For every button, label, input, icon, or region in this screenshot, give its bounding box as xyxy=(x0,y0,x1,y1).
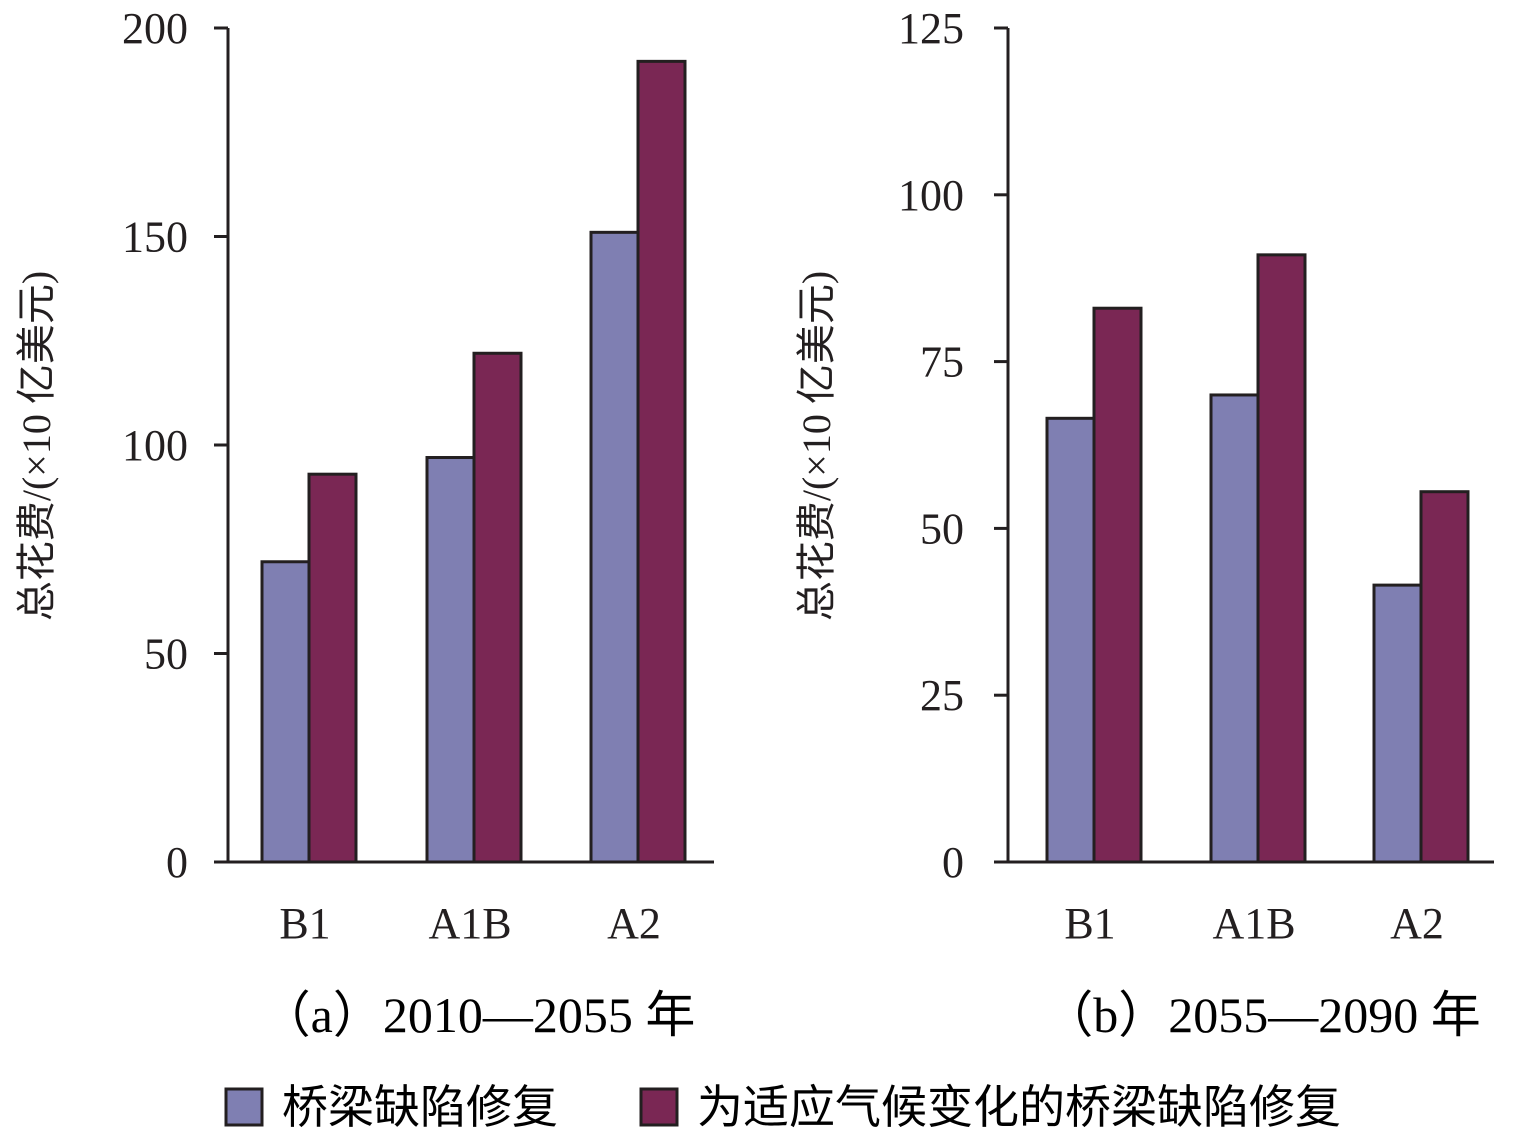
y-tick-label: 200 xyxy=(122,4,188,53)
bar-repair-a1b xyxy=(425,456,476,864)
chart-caption-a: （a）2010—2055 年 xyxy=(261,987,696,1043)
bar-climate-repair-a2 xyxy=(636,59,687,864)
x-category-label: A2 xyxy=(1390,899,1444,948)
y-tick-label: 0 xyxy=(166,838,188,887)
legend-swatch-series2 xyxy=(639,1087,679,1127)
y-tick-label: 100 xyxy=(122,421,188,470)
y-tick-label: 25 xyxy=(920,671,964,720)
y-tick-label: 150 xyxy=(122,213,188,262)
x-category-label: B1 xyxy=(279,899,330,948)
legend-label-series1: 桥梁缺陷修复 xyxy=(282,1082,558,1133)
x-category-label: A1B xyxy=(428,899,511,948)
x-category-label: A1B xyxy=(1212,899,1295,948)
y-tick-label: 50 xyxy=(144,630,188,679)
y-tick-label: 100 xyxy=(898,171,964,220)
chart-panel-a: 0 50 100 150 200 B1 A1B A2 总花费/(×10 亿美元) xyxy=(14,4,714,948)
bar-climate-repair-a1b xyxy=(1256,253,1307,864)
bar-climate-repair-a2 xyxy=(1419,490,1470,864)
chart-caption-b: （b）2055—2090 年 xyxy=(1043,987,1481,1043)
x-category-label: B1 xyxy=(1064,899,1115,948)
legend-swatch-series1 xyxy=(224,1087,264,1127)
legend-label-series2: 为适应气候变化的桥梁缺陷修复 xyxy=(697,1082,1341,1133)
y-tick-label: 75 xyxy=(920,338,964,387)
bar-repair-a2 xyxy=(589,230,640,864)
bar-repair-a1b xyxy=(1209,393,1260,864)
y-axis-title: 总花费/(×10 亿美元) xyxy=(14,271,59,621)
y-tick-label: 50 xyxy=(920,504,964,553)
chart-panel-b: 0 25 50 75 100 125 B1 A1B A2 总花费/(×10 亿美元) xyxy=(794,4,1494,948)
bar-climate-repair-b1 xyxy=(1092,306,1143,864)
y-tick-label: 125 xyxy=(898,4,964,53)
bar-repair-b1 xyxy=(1045,416,1096,864)
legend: 桥梁缺陷修复 为适应气候变化的桥梁缺陷修复 xyxy=(224,1082,1341,1133)
y-axis-title: 总花费/(×10 亿美元) xyxy=(794,271,839,621)
bar-repair-a2 xyxy=(1372,583,1423,864)
bar-repair-b1 xyxy=(260,560,311,864)
bar-climate-repair-a1b xyxy=(472,351,523,864)
x-category-label: A2 xyxy=(607,899,661,948)
y-tick-label: 0 xyxy=(942,838,964,887)
bar-climate-repair-b1 xyxy=(307,472,358,864)
